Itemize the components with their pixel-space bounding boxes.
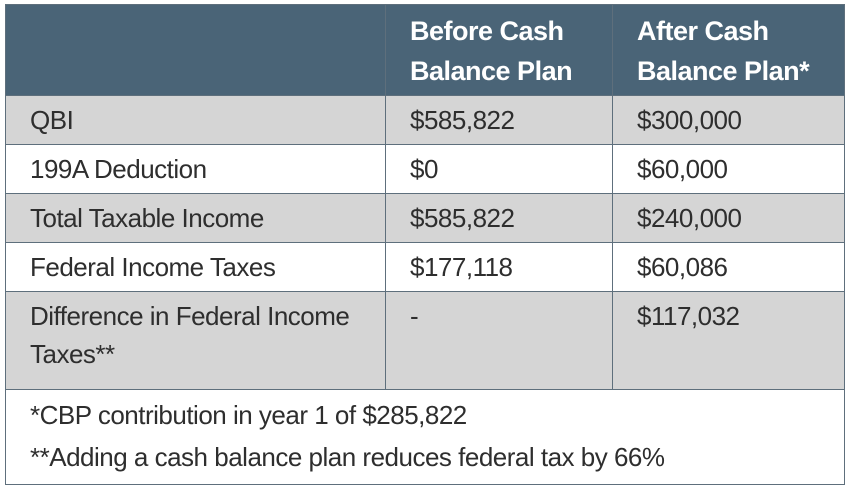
cash-balance-comparison-table: Before Cash Balance Plan After Cash Bala…	[5, 4, 845, 485]
after-value: $60,000	[612, 144, 845, 194]
before-value: $585,822	[385, 193, 613, 243]
header-row: Before Cash Balance Plan After Cash Bala…	[5, 4, 845, 96]
table-row-federal-income-taxes: Federal Income Taxes $177,118 $60,086	[5, 242, 845, 292]
before-value: -	[385, 291, 613, 390]
before-value: $177,118	[385, 242, 613, 292]
before-value: $0	[385, 144, 613, 194]
table-row-199a-deduction: 199A Deduction $0 $60,000	[5, 144, 845, 194]
footnote-tax-reduction: **Adding a cash balance plan reduces fed…	[30, 442, 665, 472]
row-label: Federal Income Taxes	[5, 242, 386, 292]
footnotes-cell: *CBP contribution in year 1 of $285,822 …	[5, 389, 845, 485]
before-value: $585,822	[385, 95, 613, 145]
footnotes-row: *CBP contribution in year 1 of $285,822 …	[5, 389, 845, 485]
after-value: $240,000	[612, 193, 845, 243]
table-row-qbi: QBI $585,822 $300,000	[5, 95, 845, 145]
after-value: $117,032	[612, 291, 845, 390]
comparison-table-container: Before Cash Balance Plan After Cash Bala…	[5, 4, 845, 485]
row-label: 199A Deduction	[5, 144, 386, 194]
after-value: $60,086	[612, 242, 845, 292]
row-label: Difference in Federal Income Taxes**	[5, 291, 386, 390]
footnote-cbp-contribution: *CBP contribution in year 1 of $285,822	[30, 400, 467, 430]
table-row-total-taxable-income: Total Taxable Income $585,822 $240,000	[5, 193, 845, 243]
header-label-cell	[5, 4, 386, 96]
header-before-cash-balance-plan: Before Cash Balance Plan	[385, 4, 613, 96]
after-value: $300,000	[612, 95, 845, 145]
table-row-difference-in-federal-income-taxes: Difference in Federal Income Taxes** - $…	[5, 291, 845, 390]
row-label: Total Taxable Income	[5, 193, 386, 243]
header-after-cash-balance-plan: After Cash Balance Plan*	[612, 4, 845, 96]
row-label: QBI	[5, 95, 386, 145]
